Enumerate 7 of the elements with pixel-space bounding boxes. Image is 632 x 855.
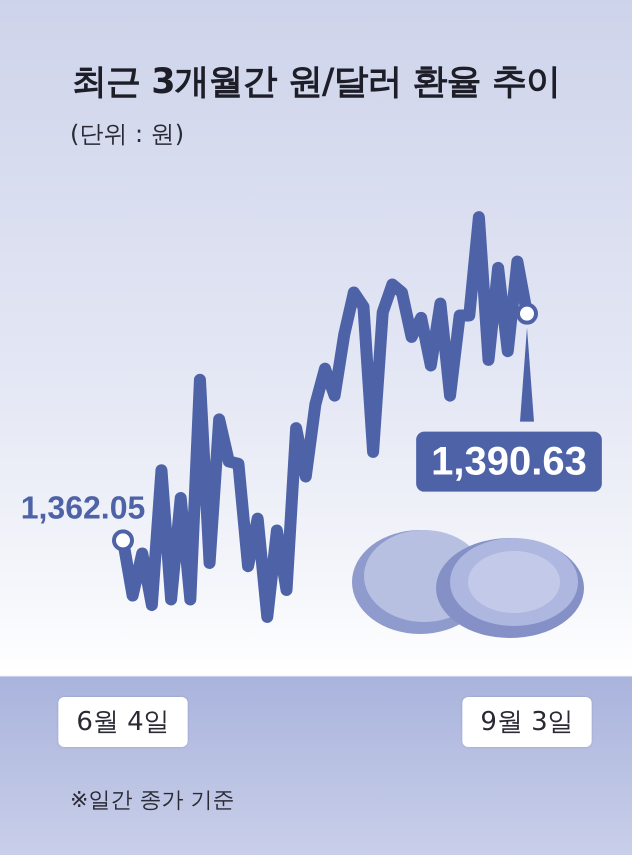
chart-subtitle: (단위 : 원)	[70, 119, 184, 150]
text: ※일간 종가 기준	[70, 787, 234, 815]
x-tick-label: 9월 3일	[480, 706, 574, 737]
data-label: 1,362.05	[20, 489, 146, 526]
chart-title: 최근 3개월간 원/달러 환율 추이	[71, 61, 561, 104]
data-label: 1,390.63	[431, 440, 587, 484]
x-tick-label: 6월 4일	[76, 706, 170, 737]
